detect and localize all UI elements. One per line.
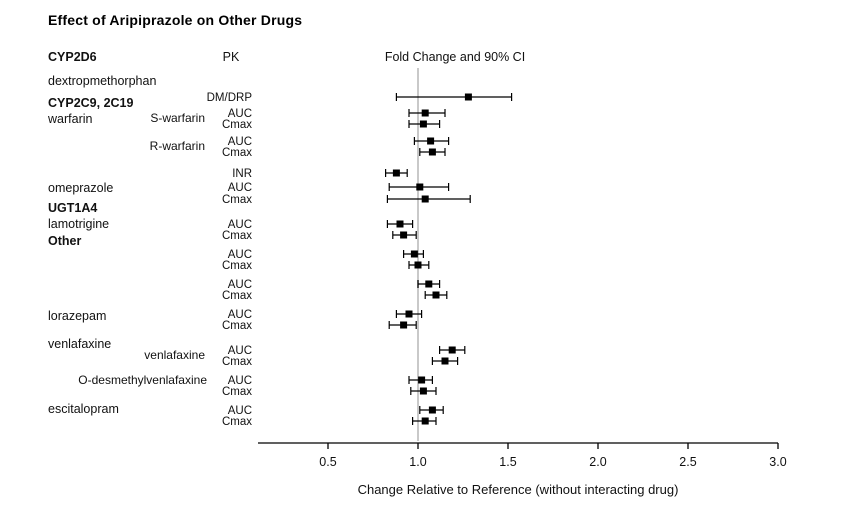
point-estimate-marker — [419, 387, 427, 395]
drug-label: S-warfarin — [150, 111, 205, 125]
pk-label: Cmax — [222, 320, 252, 332]
drug-label: R-warfarin — [150, 139, 205, 153]
point-estimate-marker — [428, 148, 436, 156]
group-label: UGT1A4 — [48, 201, 97, 215]
pk-label: INR — [232, 168, 252, 180]
pk-label: AUC — [228, 219, 252, 231]
point-estimate-marker — [416, 183, 424, 191]
pk-label: DM/DRP — [207, 92, 253, 104]
point-estimate-marker — [441, 357, 449, 365]
pk-label: Cmax — [222, 230, 252, 242]
x-tick-label: 1.5 — [499, 455, 516, 469]
point-estimate-marker — [414, 261, 422, 269]
pk-label: Cmax — [222, 416, 252, 428]
pk-label: Cmax — [222, 356, 252, 368]
group-label: lamotrigine — [48, 217, 109, 231]
x-axis-label: Change Relative to Reference (without in… — [358, 482, 679, 497]
group-label: warfarin — [47, 112, 93, 126]
pk-label: AUC — [228, 182, 252, 194]
pk-label: Cmax — [222, 194, 252, 206]
x-tick-label: 1.0 — [409, 455, 426, 469]
x-tick-label: 3.0 — [769, 455, 786, 469]
point-estimate-marker — [410, 250, 418, 258]
x-tick-label: 2.5 — [679, 455, 696, 469]
point-estimate-marker — [425, 280, 433, 288]
pk-label: Cmax — [222, 119, 252, 131]
group-label: lorazepam — [48, 309, 106, 323]
group-label: Other — [48, 234, 81, 248]
point-estimate-marker — [421, 195, 429, 203]
pk-column-header: PK — [223, 50, 240, 64]
point-estimate-marker — [405, 310, 413, 318]
pk-label: AUC — [228, 375, 252, 387]
pk-label: AUC — [228, 279, 252, 291]
chart-title: Effect of Aripiprazole on Other Drugs — [48, 12, 303, 28]
pk-label: AUC — [228, 345, 252, 357]
group-label: dextropmethorphan — [48, 74, 156, 88]
x-tick-label: 0.5 — [319, 455, 336, 469]
point-estimate-marker — [396, 220, 404, 228]
point-estimate-marker — [392, 169, 400, 177]
group-label: CYP2C9, 2C19 — [48, 96, 134, 110]
group-label: omeprazole — [48, 181, 113, 195]
x-tick-label: 2.0 — [589, 455, 606, 469]
point-estimate-marker — [448, 346, 456, 354]
point-estimate-marker — [421, 417, 429, 425]
drug-label: O-desmethylvenlafaxine — [78, 373, 207, 387]
drug-label: venlafaxine — [144, 348, 205, 362]
point-estimate-marker — [432, 291, 440, 299]
pk-label: AUC — [228, 405, 252, 417]
pk-label: AUC — [228, 309, 252, 321]
point-estimate-marker — [428, 406, 436, 414]
point-estimate-marker — [419, 120, 427, 128]
point-estimate-marker — [400, 321, 408, 329]
point-estimate-marker — [400, 231, 408, 239]
point-estimate-marker — [418, 376, 426, 384]
pk-label: Cmax — [222, 290, 252, 302]
pk-label: Cmax — [222, 260, 252, 272]
group-label: escitalopram — [48, 402, 119, 416]
pk-label: Cmax — [222, 147, 252, 159]
pk-label: AUC — [228, 136, 252, 148]
point-estimate-marker — [464, 93, 472, 101]
group-label: CYP2D6 — [48, 50, 97, 64]
point-estimate-marker — [421, 109, 429, 117]
pk-label: AUC — [228, 249, 252, 261]
pk-label: AUC — [228, 108, 252, 120]
group-label: venlafaxine — [48, 337, 111, 351]
pk-label: Cmax — [222, 386, 252, 398]
value-column-header: Fold Change and 90% CI — [385, 50, 525, 64]
point-estimate-marker — [427, 137, 435, 145]
